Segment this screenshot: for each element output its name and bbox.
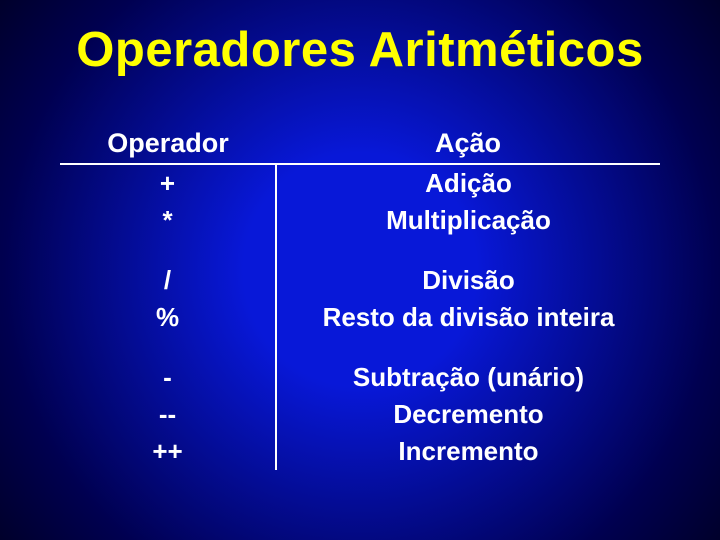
cell-action: Multiplicação bbox=[276, 202, 660, 239]
cell-operator: + bbox=[60, 164, 276, 202]
cell-action: Adição bbox=[276, 164, 660, 202]
table-header-row: Operador Ação bbox=[60, 128, 660, 164]
page-title: Operadores Aritméticos bbox=[0, 0, 720, 78]
cell-operator: * bbox=[60, 202, 276, 239]
table-row: + Adição bbox=[60, 164, 660, 202]
cell-operator: - bbox=[60, 336, 276, 396]
cell-action: Subtração (unário) bbox=[276, 336, 660, 396]
table-row: / Divisão bbox=[60, 239, 660, 299]
cell-action: Incremento bbox=[276, 433, 660, 470]
cell-action: Decremento bbox=[276, 396, 660, 433]
col-header-action: Ação bbox=[276, 128, 660, 164]
table-row: -- Decremento bbox=[60, 396, 660, 433]
cell-action: Resto da divisão inteira bbox=[276, 299, 660, 336]
operators-table-wrap: Operador Ação + Adição * Multiplicação /… bbox=[60, 128, 660, 470]
operators-table: Operador Ação + Adição * Multiplicação /… bbox=[60, 128, 660, 470]
cell-operator: -- bbox=[60, 396, 276, 433]
table-row: ++ Incremento bbox=[60, 433, 660, 470]
cell-operator: / bbox=[60, 239, 276, 299]
cell-operator: ++ bbox=[60, 433, 276, 470]
cell-operator: % bbox=[60, 299, 276, 336]
table-row: % Resto da divisão inteira bbox=[60, 299, 660, 336]
cell-action: Divisão bbox=[276, 239, 660, 299]
col-header-operator: Operador bbox=[60, 128, 276, 164]
table-row: - Subtração (unário) bbox=[60, 336, 660, 396]
table-row: * Multiplicação bbox=[60, 202, 660, 239]
